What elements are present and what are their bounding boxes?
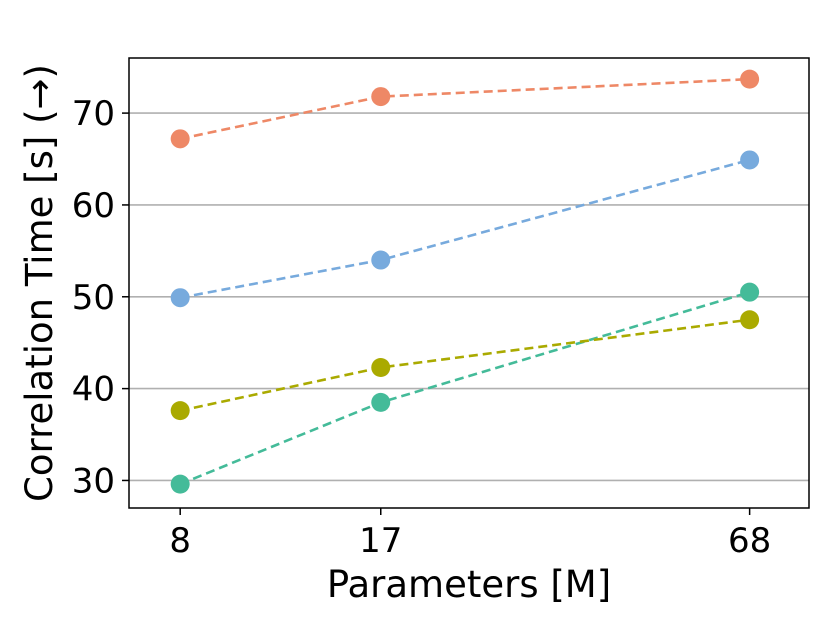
series-0 (170, 69, 760, 149)
data-point-2-0 (170, 474, 190, 494)
series-group (170, 69, 760, 494)
plot-frame (128, 57, 810, 509)
y-tick-label-1: 40 (72, 370, 115, 410)
data-point-1-1 (371, 250, 391, 270)
x-tick-label-2: 68 (728, 521, 771, 561)
grid (129, 112, 809, 482)
data-point-1-0 (170, 288, 190, 308)
x-tick-label-0: 8 (169, 521, 191, 561)
x-axis-label: Parameters [M] (327, 563, 611, 606)
data-point-0-2 (740, 69, 760, 89)
y-tick-label-4: 70 (72, 94, 115, 134)
series-2 (170, 282, 760, 494)
x-tick-label-1: 17 (359, 521, 402, 561)
series-1 (170, 150, 760, 308)
y-tick-label-3: 60 (72, 186, 115, 226)
data-point-2-2 (740, 282, 760, 302)
y-axis: 30 40 50 60 70 (72, 94, 129, 501)
series-line-0 (179, 77, 750, 141)
data-point-3-0 (170, 401, 190, 421)
data-point-0-0 (170, 129, 190, 149)
series-3 (170, 310, 760, 421)
data-point-3-2 (740, 310, 760, 330)
y-axis-label: Correlation Time [s] (→) (18, 64, 61, 502)
data-point-0-1 (371, 87, 391, 107)
series-line-3 (179, 318, 750, 412)
y-tick-label-2: 50 (72, 278, 115, 318)
data-point-3-1 (371, 357, 391, 377)
y-tick-label-0: 30 (72, 461, 115, 501)
x-axis: 8 17 68 (169, 508, 771, 561)
data-point-2-1 (371, 392, 391, 412)
data-point-1-2 (740, 150, 760, 170)
series-line-1 (179, 158, 750, 299)
